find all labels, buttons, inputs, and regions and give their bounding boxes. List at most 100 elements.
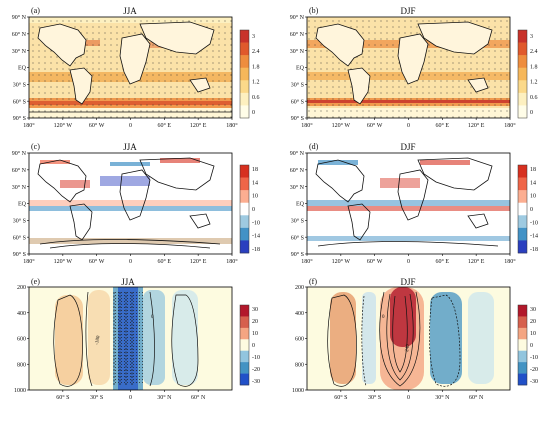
panel-a-colorbar: 0 0.6 1.2 1.8 2.4 3 <box>239 29 260 119</box>
colorbar-tick-label: 1.8 <box>530 64 538 70</box>
panel-b-x-ticks: 180° 120° W 60° W 0 60° E 120° E 180° <box>301 118 516 129</box>
panel-f-label: (f) <box>309 277 317 286</box>
panel-b: (b) DJF 90° N 60° N 30° N EQ 30° S 60° S 90° S… <box>290 6 538 129</box>
panel-e-x-ticks: 60° S 30° S 0 30° N 60° N <box>56 390 206 401</box>
colorbar-tick-label: 0 <box>252 207 255 213</box>
colorbar-swatch <box>518 327 527 340</box>
colorbar-tick-label: -20 <box>530 367 538 373</box>
y-tick-label: 400 <box>295 311 304 317</box>
colorbar-swatch <box>240 350 249 363</box>
colorbar-tick-label: 14 <box>252 180 258 186</box>
x-tick-label: 60° E <box>158 258 172 265</box>
x-tick-label: 60° S <box>56 394 69 401</box>
x-tick-label: 0 <box>407 395 410 401</box>
x-tick-label: 30° N <box>435 394 450 401</box>
x-tick-label: 120° W <box>332 258 351 265</box>
panel-e-colorbar: 30 20 10 0 -10 -20 -30 <box>239 304 260 386</box>
colorbar-swatch <box>240 227 249 241</box>
colorbar-tick-label: 30 <box>252 307 258 313</box>
panel-c-coastlines <box>37 157 221 249</box>
y-tick-label: 90° S <box>291 115 304 122</box>
colorbar-swatch <box>240 80 249 94</box>
colorbar-tick-label: 1.2 <box>252 80 260 86</box>
y-tick-label: EQ <box>18 202 27 208</box>
colorbar-swatch <box>240 42 249 56</box>
colorbar-tick-label: 0 <box>252 343 255 349</box>
y-tick-label: 60° N <box>290 167 305 174</box>
panel-e-field <box>29 287 232 390</box>
y-tick-label: 30° N <box>290 48 305 55</box>
colorbar-tick-label: 10 <box>530 194 536 200</box>
colorbar-tick-label: 1.8 <box>252 64 260 70</box>
y-tick-label: 30° N <box>290 184 305 191</box>
y-tick-label: 200 <box>295 285 304 291</box>
colorbar-swatch <box>240 327 249 340</box>
y-tick-label: 30° S <box>13 82 26 89</box>
x-tick-label: 120° E <box>468 258 485 265</box>
panel-d-y-ticks: 90° N 60° N 30° N EQ 30° S 60° S 90° S <box>290 150 307 258</box>
colorbar-tick-label: 3 <box>530 34 533 40</box>
panel-d-label: (d) <box>309 142 319 151</box>
panel-e-label: (e) <box>31 277 40 286</box>
x-tick-label: 60° N <box>191 394 206 401</box>
panel-e-contours <box>53 291 199 387</box>
colorbar-swatch <box>240 316 249 329</box>
colorbar-tick-label: 0 <box>530 343 533 349</box>
x-tick-label: 0 <box>129 259 132 265</box>
panel-f-title: DJF <box>400 277 415 287</box>
panel-d-coastlines <box>315 157 499 247</box>
panel-a-title: JJA <box>123 6 137 16</box>
x-tick-label: 60° W <box>367 122 383 129</box>
colorbar-swatch <box>518 165 527 178</box>
y-tick-label: 800 <box>295 362 304 368</box>
y-tick-label: EQ <box>296 202 305 208</box>
panel-b-coastlines <box>315 21 493 105</box>
colorbar-swatch <box>518 362 527 374</box>
panel-b-y-ticks: 90° N 60° N 30° N EQ 30° S 60° S 90° S <box>290 14 307 122</box>
y-tick-label: 30° N <box>12 184 27 191</box>
colorbar-swatch <box>240 202 249 216</box>
colorbar-swatch <box>240 92 249 106</box>
colorbar-tick-label: 2.4 <box>252 49 260 55</box>
colorbar-swatch <box>518 350 527 363</box>
y-tick-label: 60° S <box>291 98 304 105</box>
panel-c-x-ticks: 180° 120° W 60° W 0 60° E 120° E 180° <box>23 254 238 265</box>
colorbar-tick-label: 0 <box>530 110 533 116</box>
colorbar-tick-label: -10 <box>252 355 260 361</box>
colorbar-tick-label: 20 <box>252 319 258 325</box>
y-tick-label: 90° N <box>12 14 27 21</box>
y-tick-label: 90° S <box>13 251 26 258</box>
colorbar-swatch <box>518 42 527 56</box>
colorbar-tick-label: 14 <box>530 180 536 186</box>
y-tick-label: 30° S <box>291 218 304 225</box>
colorbar-tick-label: -10 <box>530 220 538 226</box>
colorbar-swatch <box>518 305 527 317</box>
colorbar-tick-label: -10 <box>252 220 260 226</box>
colorbar-swatch <box>240 190 249 204</box>
x-tick-label: 60° W <box>89 122 105 129</box>
colorbar-tick-label: -20 <box>252 367 260 373</box>
y-tick-label: 600 <box>295 337 304 343</box>
panel-e-y-ticks: 200 400 600 800 1000 <box>14 285 29 394</box>
colorbar-tick-label: 2.4 <box>530 49 538 55</box>
colorbar-swatch <box>240 105 249 119</box>
panel-f-field <box>307 287 510 390</box>
panel-f-x-ticks: 60° S 30° S 0 30° N 60° N <box>334 390 484 401</box>
x-tick-label: 60° W <box>89 258 105 265</box>
panel-a-label: (a) <box>31 6 40 15</box>
y-tick-label: 60° S <box>291 234 304 241</box>
colorbar-swatch <box>240 362 249 374</box>
colorbar-tick-label: 0 <box>530 207 533 213</box>
colorbar-swatch <box>518 55 527 69</box>
x-tick-label: 30° S <box>90 394 103 401</box>
colorbar-tick-label: -30 <box>252 379 260 385</box>
y-tick-label: 90° S <box>291 251 304 258</box>
panel-c-field <box>29 153 232 254</box>
x-tick-label: 180° <box>226 258 238 265</box>
y-tick-label: 400 <box>17 311 26 317</box>
colorbar-swatch <box>518 92 527 106</box>
y-tick-label: 30° S <box>13 218 26 225</box>
panel-f-colorbar: 30 20 10 0 -10 -20 -30 <box>517 304 538 386</box>
colorbar-tick-label: 30 <box>530 307 536 313</box>
